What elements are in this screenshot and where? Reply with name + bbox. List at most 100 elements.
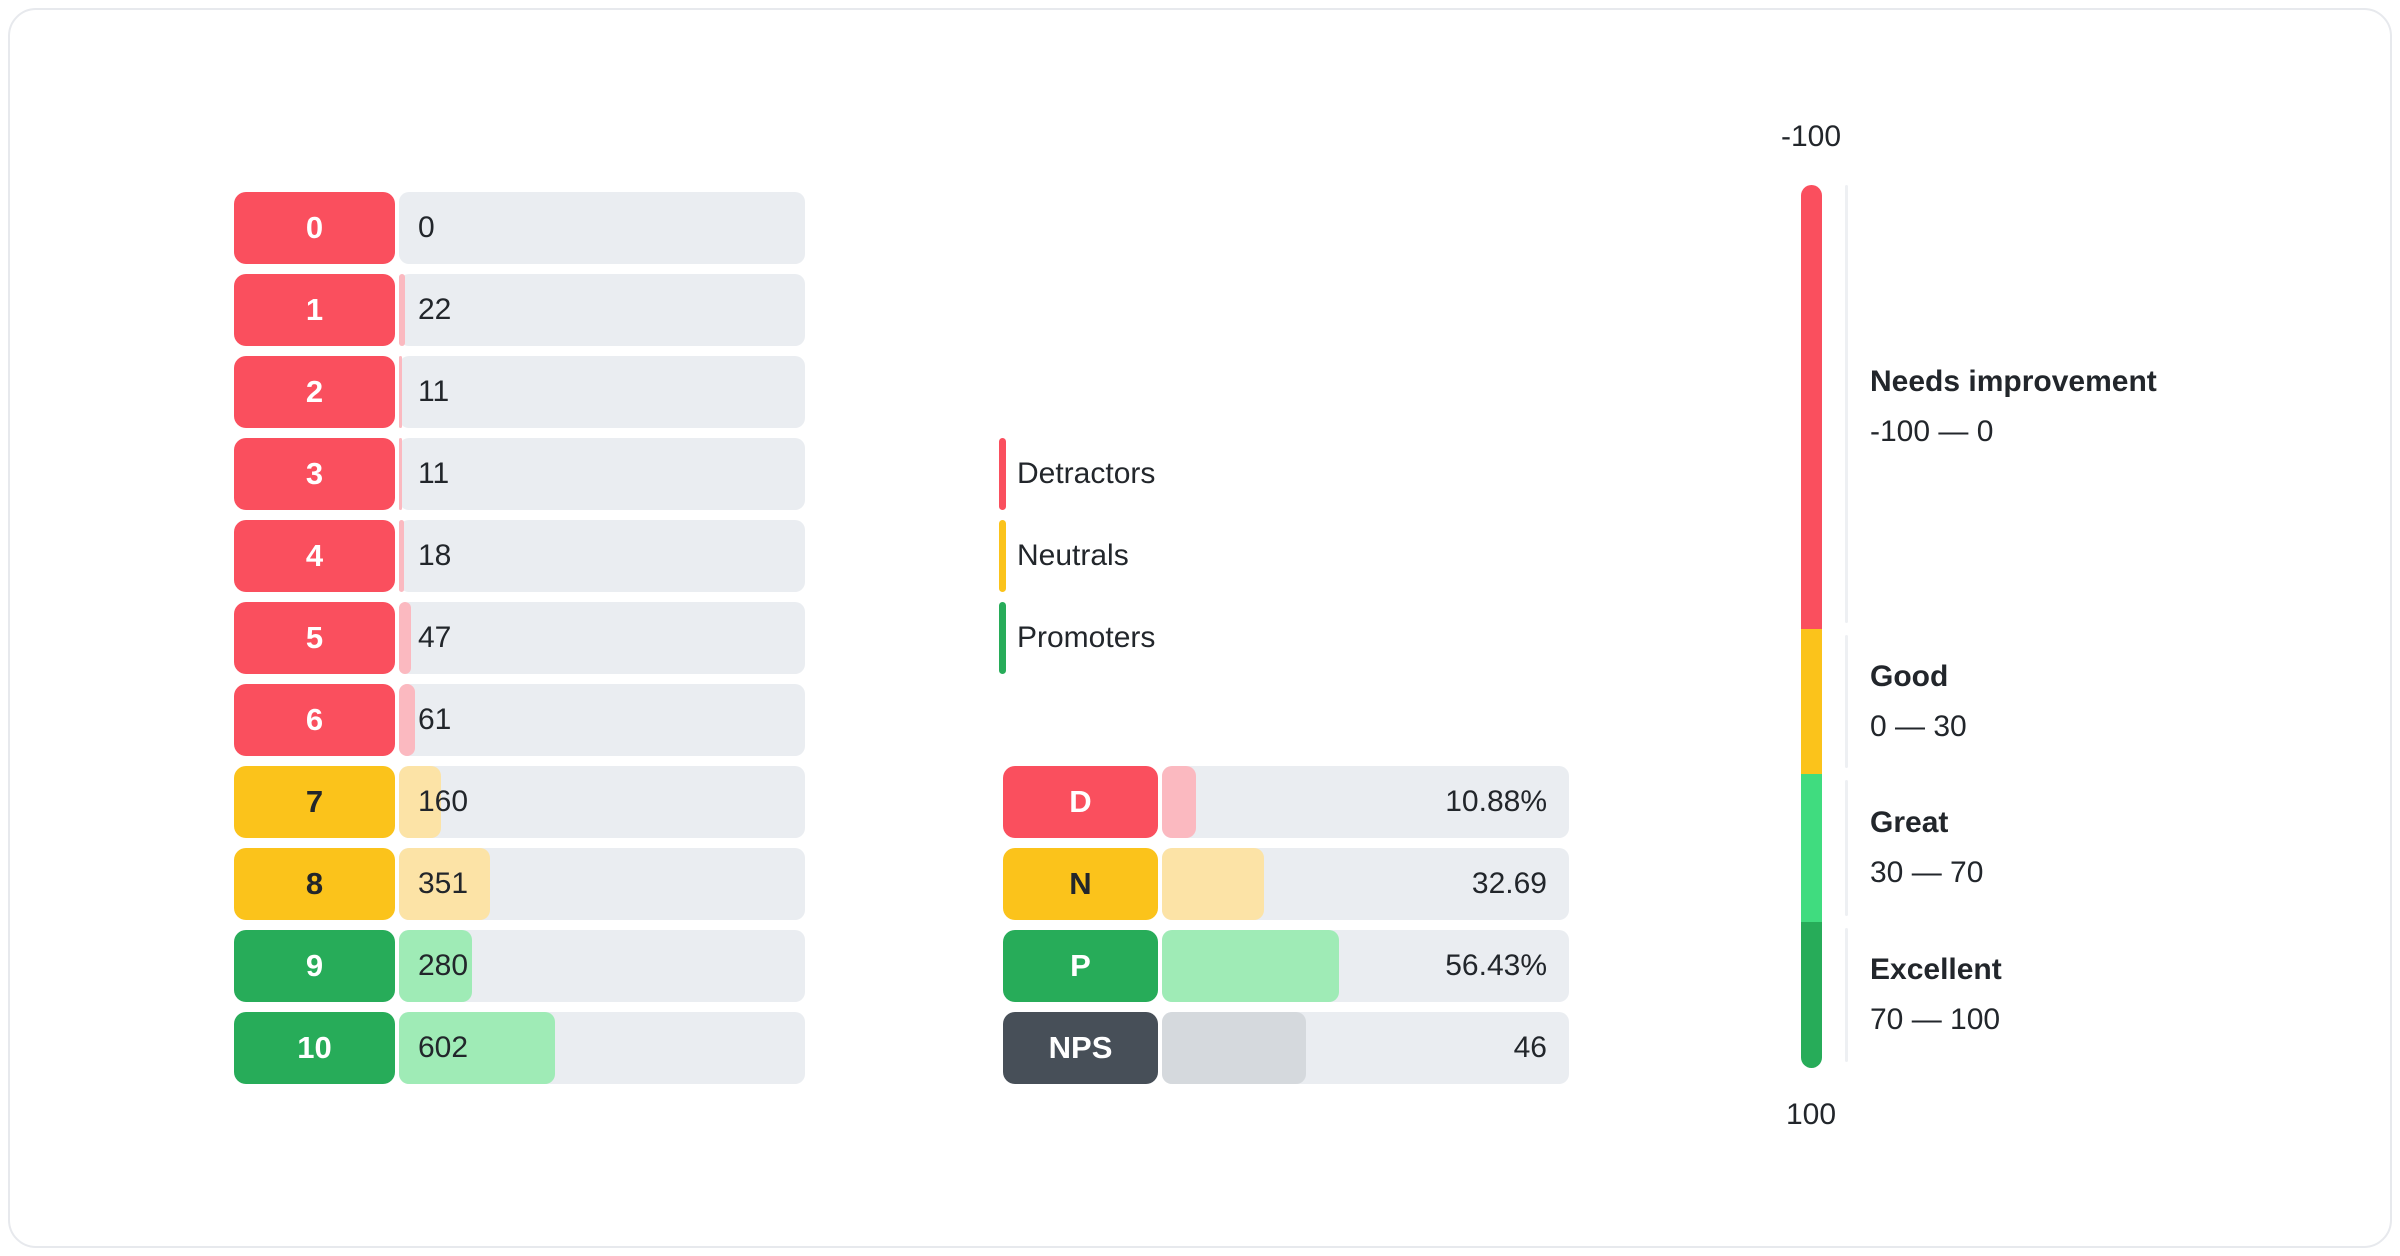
legend-swatch-neutral <box>999 520 1006 592</box>
gauge-segment-excellent <box>1801 922 1822 1068</box>
score-value: 22 <box>418 293 452 326</box>
summary-value: 32.69 <box>1471 867 1547 900</box>
score-track: 602 <box>399 1012 805 1084</box>
gauge-tick-segment <box>1845 185 1848 623</box>
score-value: 11 <box>418 375 450 408</box>
gauge-section-range: -100 — 0 <box>1870 415 1994 448</box>
score-row-7: 7 160 <box>234 766 805 838</box>
gauge-segment-great <box>1801 774 1822 922</box>
score-fill <box>399 848 491 920</box>
score-value: 61 <box>418 703 452 736</box>
gauge-section-title: Excellent <box>1870 953 2002 986</box>
score-distribution-chart: 0 0 1 22 2 11 3 11 4 18 5 47 6 61 7 160 8 351 9 280 10 602 <box>234 192 805 1084</box>
score-fill <box>399 766 441 838</box>
legend-label: Neutrals <box>1017 539 1129 572</box>
summary-fill <box>1162 848 1265 920</box>
legend-label: Promoters <box>1017 621 1156 654</box>
score-label: 1 <box>234 274 395 346</box>
legend-item-promoters: Promoters <box>999 602 1155 674</box>
score-label: 10 <box>234 1012 395 1084</box>
summary-fill <box>1162 1012 1307 1084</box>
nps-summary-chart: D 10.88% N 32.69 P 56.43% NPS 46 <box>1003 766 1569 1084</box>
summary-row-d: D 10.88% <box>1003 766 1569 838</box>
score-track: 280 <box>399 930 805 1002</box>
score-fill <box>399 438 402 510</box>
score-track: 61 <box>399 684 805 756</box>
summary-row-nps: NPS 46 <box>1003 1012 1569 1084</box>
gauge-section-title: Great <box>1870 806 1949 839</box>
score-row-1: 1 22 <box>234 274 805 346</box>
score-label: 2 <box>234 356 395 428</box>
gauge-axis-max-label: 100 <box>1785 1098 1837 1131</box>
summary-track: 10.88% <box>1162 766 1569 838</box>
score-row-10: 10 602 <box>234 1012 805 1084</box>
score-track: 11 <box>399 356 805 428</box>
summary-track: 56.43% <box>1162 930 1569 1002</box>
score-value: 351 <box>418 867 469 900</box>
score-fill <box>399 1012 556 1084</box>
summary-track: 32.69 <box>1162 848 1569 920</box>
score-label: 3 <box>234 438 395 510</box>
score-label: 4 <box>234 520 395 592</box>
score-label: 0 <box>234 192 395 264</box>
gauge-section-range: 70 — 100 <box>1870 1003 2001 1036</box>
score-row-6: 6 61 <box>234 684 805 756</box>
score-value: 11 <box>418 457 450 490</box>
gauge-section-range: 30 — 70 <box>1870 856 1984 889</box>
gauge-section-range: 0 — 30 <box>1870 709 1967 743</box>
score-row-8: 8 351 <box>234 848 805 920</box>
score-label: 9 <box>234 930 395 1002</box>
summary-fill <box>1162 930 1339 1002</box>
score-value: 160 <box>418 785 469 818</box>
summary-value: 46 <box>1513 1031 1547 1064</box>
score-row-9: 9 280 <box>234 930 805 1002</box>
score-value: 0 <box>418 211 435 244</box>
score-value: 47 <box>418 621 452 654</box>
gauge-section-title: Needs improvement <box>1870 365 2157 398</box>
score-track: 0 <box>399 192 805 264</box>
gauge-section-title: Good <box>1870 659 1949 693</box>
legend: Detractors Neutrals Promoters <box>999 438 1299 748</box>
gauge-axis-min-label: -100 <box>1780 120 1842 153</box>
summary-label: N <box>1003 848 1158 920</box>
score-fill <box>399 520 404 592</box>
score-track: 22 <box>399 274 805 346</box>
score-row-2: 2 11 <box>234 356 805 428</box>
summary-value: 56.43% <box>1445 949 1547 982</box>
legend-swatch-detractor <box>999 438 1006 510</box>
score-fill <box>399 274 405 346</box>
score-value: 280 <box>418 949 469 982</box>
summary-label: D <box>1003 766 1158 838</box>
score-row-3: 3 11 <box>234 438 805 510</box>
summary-row-n: N 32.69 <box>1003 848 1569 920</box>
legend-item-neutrals: Neutrals <box>999 520 1129 592</box>
score-track: 351 <box>399 848 805 920</box>
score-track: 160 <box>399 766 805 838</box>
legend-swatch-promoter <box>999 602 1006 674</box>
score-fill <box>399 356 402 428</box>
gauge-section-good: Good 0 — 30 <box>1870 658 2290 746</box>
summary-row-p: P 56.43% <box>1003 930 1569 1002</box>
score-label: 7 <box>234 766 395 838</box>
summary-label: NPS <box>1003 1012 1158 1084</box>
legend-item-detractors: Detractors <box>999 438 1155 510</box>
gauge-segment-needs-improvement <box>1801 185 1822 629</box>
gauge-section-excellent: Excellent 70 — 100 <box>1870 951 2290 1039</box>
summary-fill <box>1162 766 1197 838</box>
score-fill <box>399 602 412 674</box>
gauge-segment-good <box>1801 629 1822 774</box>
summary-label: P <box>1003 930 1158 1002</box>
score-label: 8 <box>234 848 395 920</box>
gauge-tick-segment <box>1845 780 1848 916</box>
score-fill <box>399 684 415 756</box>
score-label: 6 <box>234 684 395 756</box>
legend-label: Detractors <box>1017 457 1156 490</box>
score-row-4: 4 18 <box>234 520 805 592</box>
gauge-tick-segment <box>1845 928 1848 1062</box>
nps-gauge <box>1801 185 1822 1068</box>
gauge-section-needs-improvement: Needs improvement -100 — 0 <box>1870 363 2290 451</box>
score-track: 11 <box>399 438 805 510</box>
score-value: 18 <box>418 539 452 572</box>
